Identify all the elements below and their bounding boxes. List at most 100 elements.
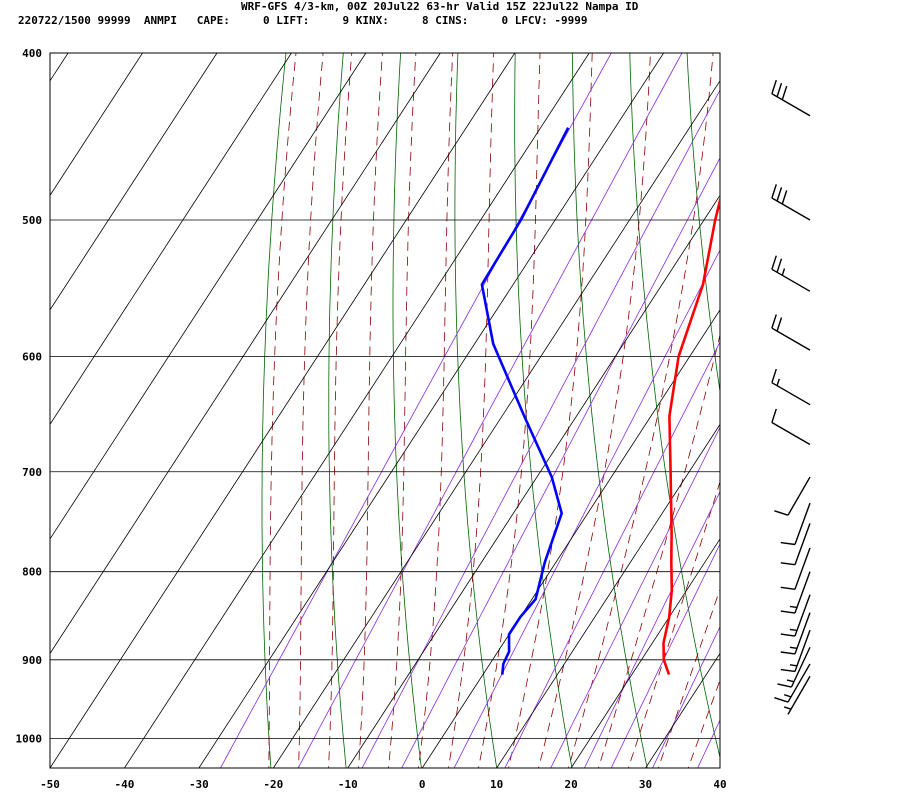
wind-barb-half-feather (783, 706, 792, 710)
wind-barb-half-feather (789, 646, 798, 650)
isotherm-line (50, 53, 516, 768)
wind-barb-feather (774, 510, 789, 516)
wind-barb-staff (794, 523, 811, 565)
wind-barb (780, 629, 811, 673)
wind-barb-staff (794, 612, 811, 655)
wind-barb-feather (780, 562, 796, 566)
wind-barb-feather (780, 541, 796, 546)
plot-frame (49, 52, 721, 769)
wind-barb (780, 594, 811, 637)
isotherm-line (50, 53, 143, 197)
wind-barb-half-feather (789, 628, 798, 632)
isotherm-line (50, 53, 292, 426)
dry-adiabat-line (629, 53, 720, 760)
wind-barb-staff (787, 663, 811, 703)
dry-adiabat-line (261, 53, 287, 768)
y-tick-label: 800 (22, 566, 42, 579)
wind-barb (771, 79, 811, 117)
wind-barb-feather (780, 651, 796, 655)
moist-adiabat-line (687, 679, 720, 768)
x-tick-label: 40 (713, 778, 726, 791)
moist-adiabat-line (568, 53, 714, 768)
wind-barb-feather (780, 610, 796, 614)
wind-barb (771, 368, 811, 406)
wind-barb-feather (774, 696, 789, 703)
isotherm-line (50, 53, 218, 311)
isotherm-line (124, 53, 590, 768)
wind-barb-staff (794, 502, 811, 545)
wind-barb-staff (794, 594, 811, 637)
wind-barb-staff (790, 646, 811, 688)
wind-barb-staff (787, 476, 811, 516)
wind-barb-staff (771, 268, 811, 292)
x-tick-label: 10 (490, 778, 503, 791)
x-tick-label: 0 (419, 778, 426, 791)
wind-barb-feather (777, 683, 792, 688)
y-tick-label: 900 (22, 654, 42, 667)
wind-barb-staff (771, 382, 811, 406)
isotherm-line (50, 53, 441, 655)
mixing-ratio-line (453, 249, 720, 768)
x-tick-label: -30 (189, 778, 209, 791)
wind-barb-feather (781, 190, 788, 205)
wind-barb-half-feather (789, 664, 798, 667)
wind-barb-feather (771, 255, 777, 270)
wind-barb-staff (771, 421, 811, 446)
wind-barb-half-feather (781, 268, 786, 276)
moist-adiabat-line (538, 53, 651, 768)
isotherm-line (198, 53, 664, 768)
chart-title: WRF-GFS 4/3-km, 00Z 20Jul22 63-hr Valid … (241, 0, 639, 13)
wind-barb-staff (794, 629, 811, 672)
mixing-ratio-line (297, 53, 683, 768)
wind-barb-half-feather (783, 693, 792, 698)
moist-adiabat-line (657, 588, 720, 768)
wind-barb-feather (771, 368, 777, 383)
wind-barb (771, 255, 811, 292)
wind-barb-feather (776, 187, 783, 202)
isotherm-line (645, 652, 720, 768)
wind-barb-feather (771, 184, 777, 199)
wind-barb-staff (771, 197, 811, 221)
wind-barb-feather (780, 633, 796, 637)
x-tick-label: 30 (639, 778, 652, 791)
wind-barb-half-feather (786, 679, 795, 683)
moist-adiabat-line (268, 53, 297, 768)
wind-barb (783, 675, 811, 715)
isotherm-line (719, 767, 720, 768)
y-tick-label: 1000 (16, 733, 43, 746)
wind-barb (771, 408, 811, 446)
mixing-ratio-line (610, 543, 720, 768)
isotherm-line (347, 194, 720, 768)
wind-barb (780, 547, 811, 590)
wind-barb-staff (794, 571, 811, 614)
wind-barb (774, 663, 811, 703)
y-tick-label: 600 (22, 350, 42, 363)
wind-barb-feather (776, 82, 783, 97)
wind-barb (780, 502, 811, 546)
x-tick-label: -10 (338, 778, 358, 791)
x-tick-label: -20 (263, 778, 283, 791)
wind-barb (780, 523, 811, 566)
wind-barb-feather (781, 85, 788, 100)
wind-barb-half-feather (789, 605, 798, 609)
mixing-ratio-line (361, 89, 720, 768)
wind-barb-feather (771, 408, 777, 423)
y-tick-label: 700 (22, 466, 42, 479)
isotherm-line (421, 309, 720, 768)
x-tick-label: -40 (115, 778, 135, 791)
dry-adiabat-line (857, 34, 900, 775)
moist-adiabat-line (388, 53, 417, 768)
isotherm-line (570, 538, 720, 768)
moist-adiabat-line (418, 53, 454, 768)
wind-barb-half-feather (776, 378, 780, 386)
wind-barb-feather (780, 668, 796, 673)
wind-barb (777, 646, 811, 688)
wind-barb-feather (776, 317, 783, 332)
y-tick-label: 400 (22, 47, 42, 60)
wind-barb (771, 314, 811, 351)
wind-barb-feather (780, 586, 796, 590)
mixing-ratio-line (401, 157, 720, 768)
isotherm-line (50, 53, 367, 540)
mixing-ratio-line (504, 341, 720, 768)
